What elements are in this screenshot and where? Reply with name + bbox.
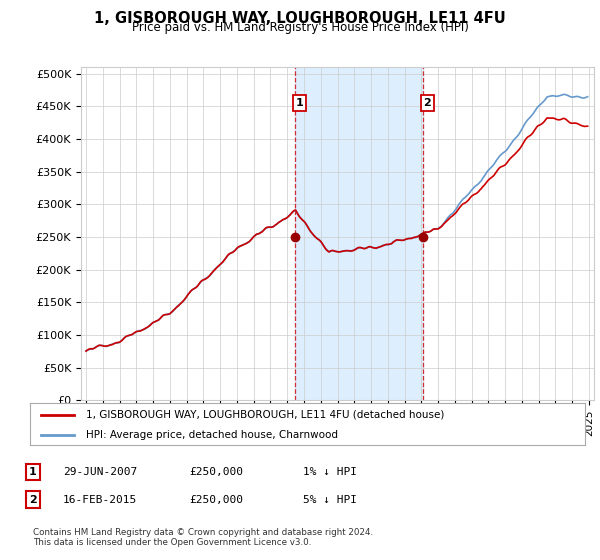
Text: Contains HM Land Registry data © Crown copyright and database right 2024.
This d: Contains HM Land Registry data © Crown c…	[33, 528, 373, 547]
Text: 1: 1	[295, 98, 303, 108]
Text: HPI: Average price, detached house, Charnwood: HPI: Average price, detached house, Char…	[86, 430, 337, 440]
Text: £250,000: £250,000	[189, 494, 243, 505]
Text: £250,000: £250,000	[189, 467, 243, 477]
Bar	[295, 67, 424, 400]
Text: 1, GISBOROUGH WAY, LOUGHBOROUGH, LE11 4FU (detached house): 1, GISBOROUGH WAY, LOUGHBOROUGH, LE11 4F…	[86, 409, 444, 419]
Text: 1: 1	[29, 467, 37, 477]
Text: 2: 2	[424, 98, 431, 108]
Text: 2: 2	[29, 494, 37, 505]
Text: 1% ↓ HPI: 1% ↓ HPI	[303, 467, 357, 477]
Text: Price paid vs. HM Land Registry's House Price Index (HPI): Price paid vs. HM Land Registry's House …	[131, 21, 469, 34]
Text: 1, GISBOROUGH WAY, LOUGHBOROUGH, LE11 4FU: 1, GISBOROUGH WAY, LOUGHBOROUGH, LE11 4F…	[94, 11, 506, 26]
Text: 16-FEB-2015: 16-FEB-2015	[63, 494, 137, 505]
Text: 5% ↓ HPI: 5% ↓ HPI	[303, 494, 357, 505]
Text: 29-JUN-2007: 29-JUN-2007	[63, 467, 137, 477]
